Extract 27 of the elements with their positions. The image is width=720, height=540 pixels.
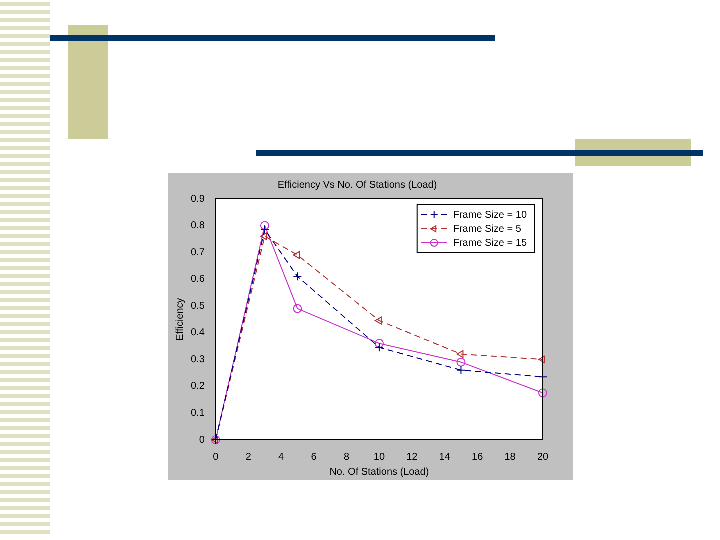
legend-label: Frame Size = 15 [453,238,528,249]
y-tick-label: 0.2 [190,381,206,392]
chart-title: Efficiency Vs No. Of Stations (Load) [278,180,438,191]
y-tick-label: 0.5 [190,300,206,312]
y-tick-label: 0.4 [190,328,206,339]
x-tick-label: 18 [504,452,516,463]
x-axis-title: No. Of Stations (Load) [330,466,430,478]
legend-label: Frame Size = 10 [453,210,528,221]
x-tick-label: 10 [374,452,386,463]
y-tick-label: 0.9 [190,194,206,205]
x-tick-label: 14 [439,452,451,463]
y-tick-label: 0.8 [190,220,206,232]
y-tick-label: 0.1 [190,408,206,419]
legend-label: Frame Size = 5 [453,224,522,235]
x-tick-label: 2 [246,452,252,463]
x-tick-label: 4 [278,452,285,463]
y-tick-label: 0 [199,434,206,446]
x-tick-label: 16 [472,452,484,463]
x-tick-label: 12 [406,452,418,463]
x-tick-label: 6 [311,452,318,463]
y-tick-label: 0.3 [190,354,206,366]
x-tick-label: 8 [344,452,350,463]
y-tick-label: 0.6 [190,274,206,286]
y-axis-title: Efficiency [174,298,186,341]
x-tick-label: 20 [537,452,549,463]
y-tick-label: 0.7 [190,247,206,258]
x-tick-label: 0 [213,452,220,463]
